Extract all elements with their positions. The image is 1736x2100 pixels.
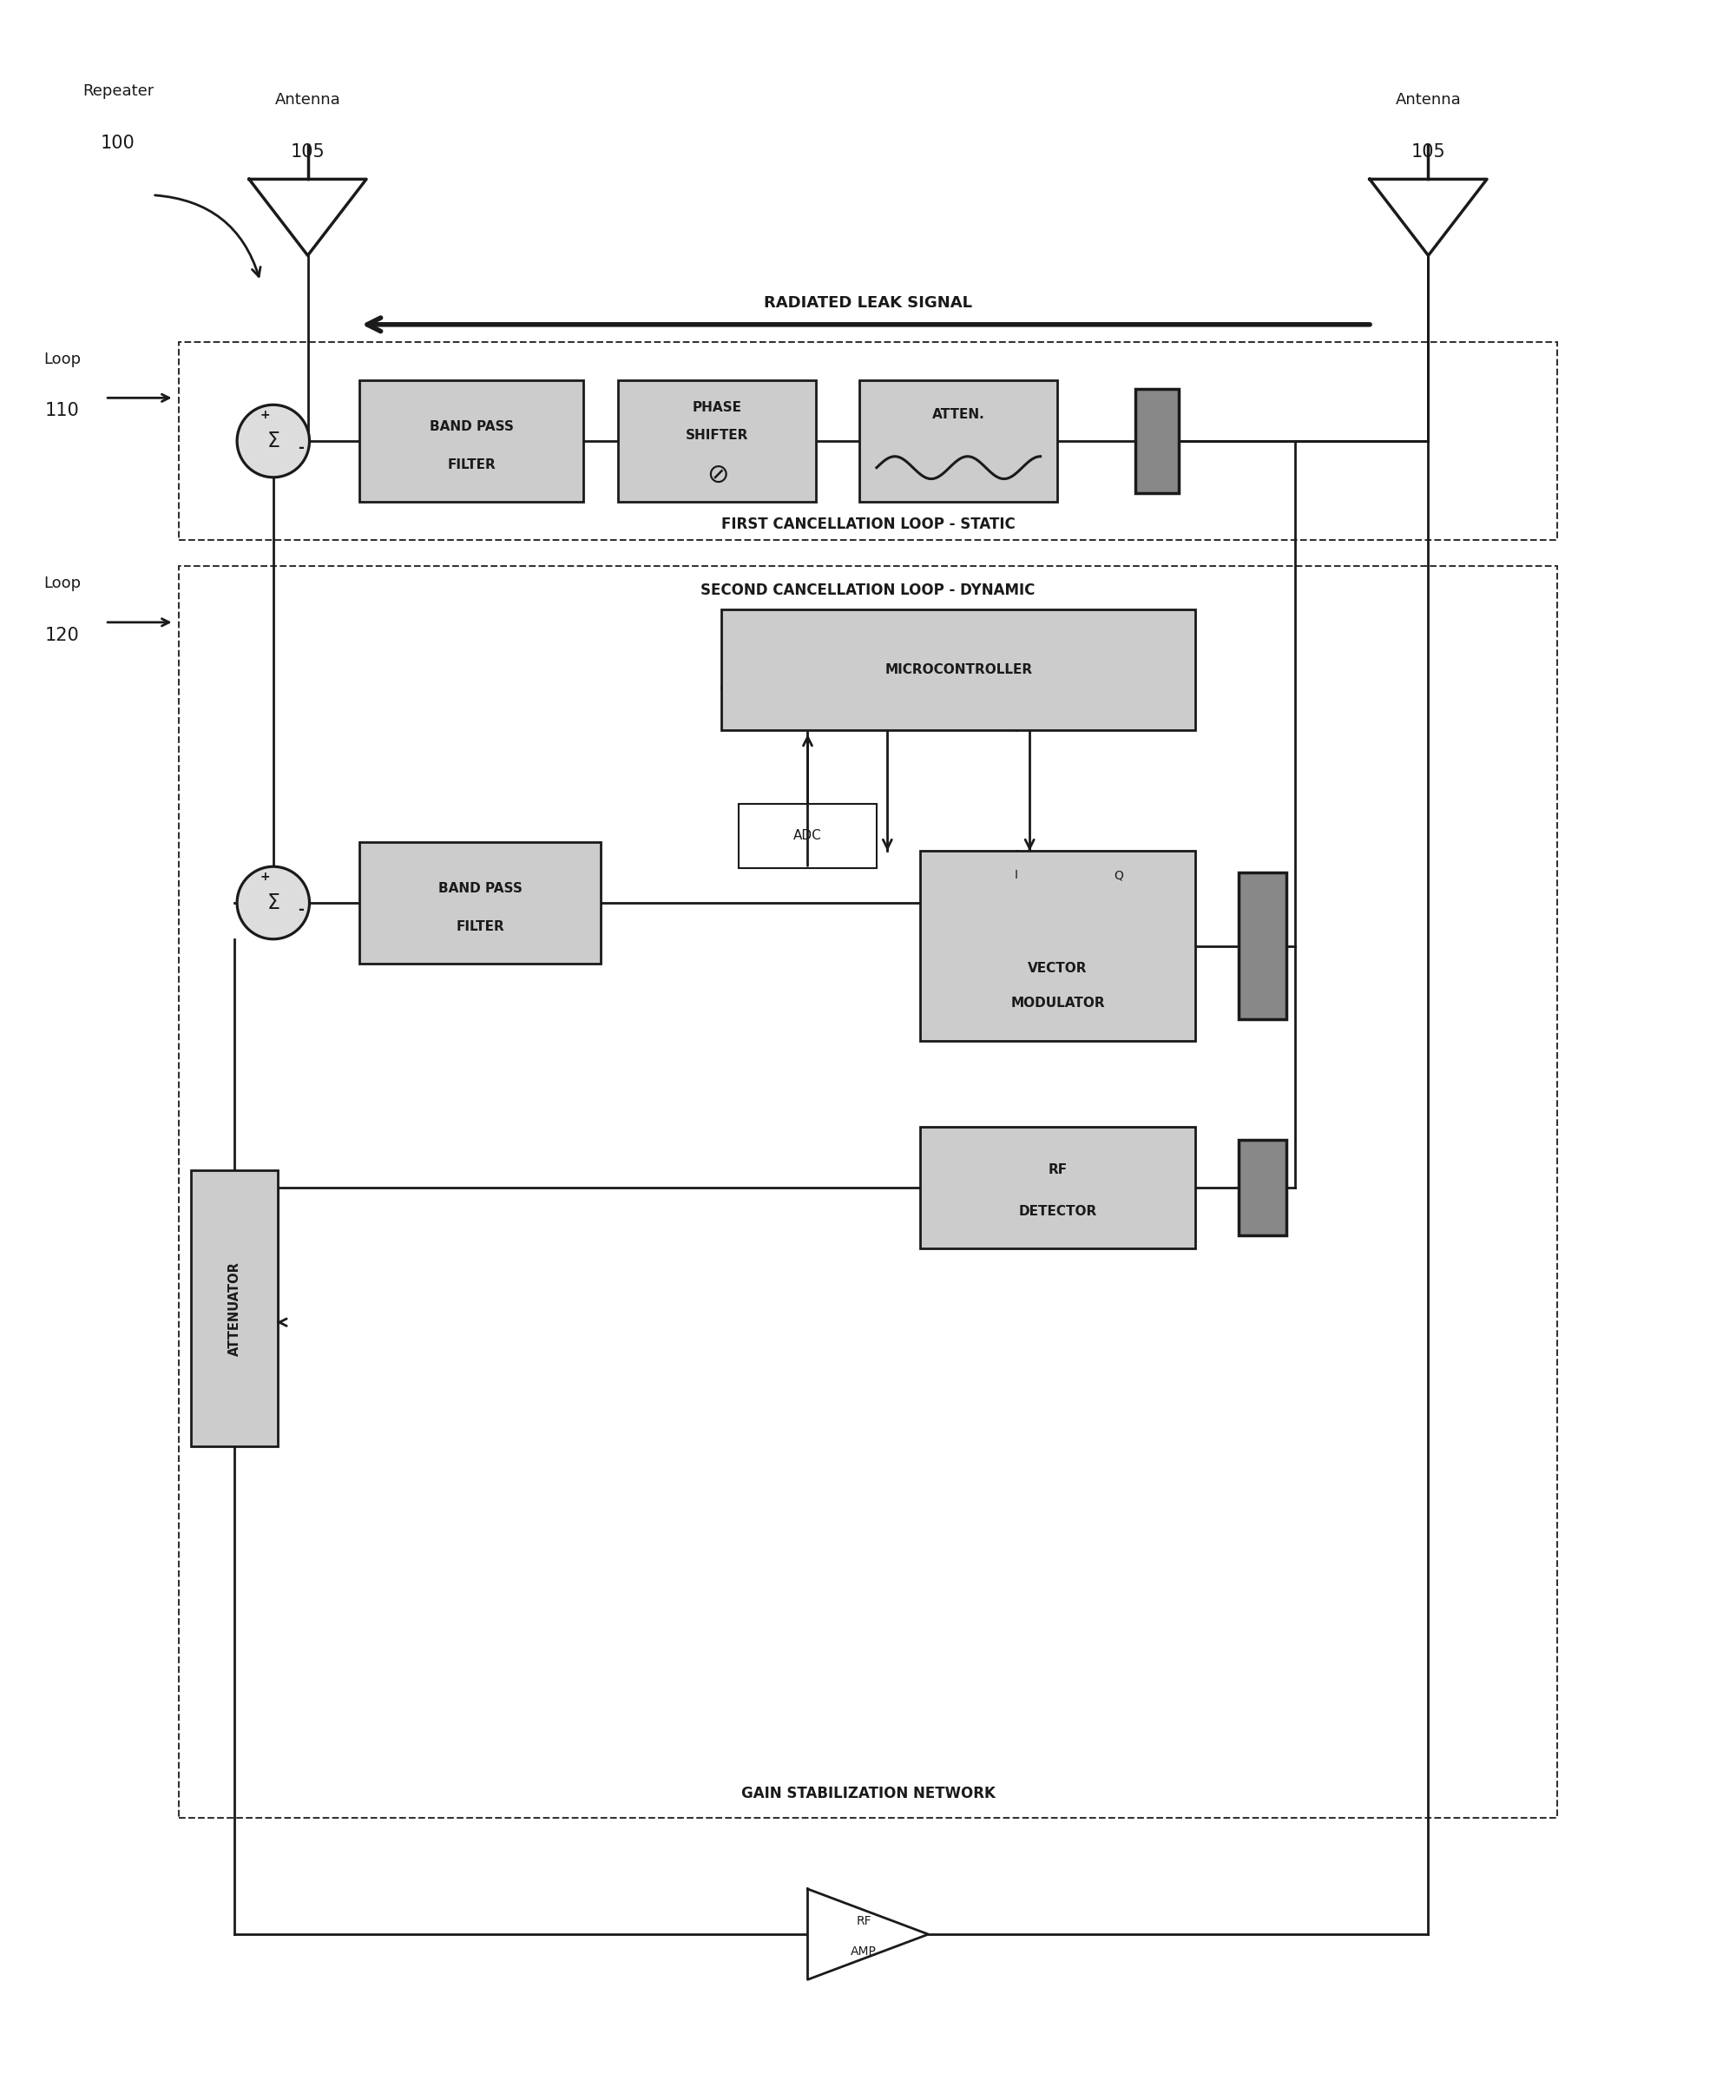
FancyBboxPatch shape: [1135, 388, 1179, 493]
FancyBboxPatch shape: [740, 804, 877, 867]
Circle shape: [238, 405, 309, 477]
Text: Antenna: Antenna: [274, 92, 340, 107]
Text: Repeater: Repeater: [82, 84, 155, 99]
Text: +: +: [260, 410, 269, 422]
Text: 100: 100: [101, 134, 135, 151]
Text: DETECTOR: DETECTOR: [1019, 1205, 1097, 1218]
FancyBboxPatch shape: [1240, 1140, 1286, 1235]
Text: AMP: AMP: [851, 1945, 877, 1957]
Circle shape: [238, 867, 309, 939]
Text: RF: RF: [1049, 1163, 1068, 1176]
Text: Loop: Loop: [43, 575, 82, 592]
Text: -: -: [299, 441, 304, 456]
Text: 105: 105: [290, 143, 325, 160]
FancyBboxPatch shape: [722, 609, 1196, 731]
Text: +: +: [260, 871, 269, 882]
Text: $\oslash$: $\oslash$: [707, 462, 727, 487]
FancyBboxPatch shape: [359, 842, 601, 964]
FancyBboxPatch shape: [859, 380, 1057, 502]
Text: PHASE: PHASE: [693, 401, 741, 414]
FancyBboxPatch shape: [191, 1170, 278, 1447]
Text: BAND PASS: BAND PASS: [429, 420, 514, 433]
FancyBboxPatch shape: [920, 850, 1196, 1042]
Text: 110: 110: [45, 403, 80, 420]
Text: Q: Q: [1113, 869, 1123, 882]
Polygon shape: [1370, 178, 1488, 256]
Text: ADC: ADC: [793, 830, 821, 842]
Text: $\Sigma$: $\Sigma$: [267, 430, 279, 452]
Text: $\Sigma$: $\Sigma$: [267, 892, 279, 914]
Text: FILTER: FILTER: [457, 920, 505, 934]
Text: GAIN STABILIZATION NETWORK: GAIN STABILIZATION NETWORK: [741, 1785, 995, 1802]
Text: RF: RF: [856, 1915, 871, 1928]
Text: RADIATED LEAK SIGNAL: RADIATED LEAK SIGNAL: [764, 296, 972, 311]
Text: BAND PASS: BAND PASS: [437, 882, 523, 895]
FancyBboxPatch shape: [359, 380, 583, 502]
Text: FIRST CANCELLATION LOOP - STATIC: FIRST CANCELLATION LOOP - STATIC: [720, 517, 1016, 533]
Text: I: I: [1014, 869, 1017, 882]
Text: FILTER: FILTER: [448, 458, 496, 472]
Text: Antenna: Antenna: [1396, 92, 1462, 107]
Text: 120: 120: [45, 626, 80, 645]
Text: 105: 105: [1411, 143, 1446, 160]
Text: MICROCONTROLLER: MICROCONTROLLER: [885, 664, 1033, 676]
Text: ATTEN.: ATTEN.: [932, 407, 984, 420]
Text: SHIFTER: SHIFTER: [686, 428, 748, 441]
Text: ATTENUATOR: ATTENUATOR: [227, 1262, 241, 1357]
FancyBboxPatch shape: [920, 1128, 1196, 1247]
Text: -: -: [299, 901, 304, 918]
FancyBboxPatch shape: [618, 380, 816, 502]
Text: MODULATOR: MODULATOR: [1010, 995, 1104, 1010]
FancyArrowPatch shape: [155, 195, 260, 277]
Text: VECTOR: VECTOR: [1028, 962, 1087, 974]
Text: Loop: Loop: [43, 351, 82, 367]
Polygon shape: [807, 1890, 929, 1980]
FancyBboxPatch shape: [1240, 874, 1286, 1018]
Text: SECOND CANCELLATION LOOP - DYNAMIC: SECOND CANCELLATION LOOP - DYNAMIC: [701, 582, 1035, 598]
Polygon shape: [248, 178, 366, 256]
